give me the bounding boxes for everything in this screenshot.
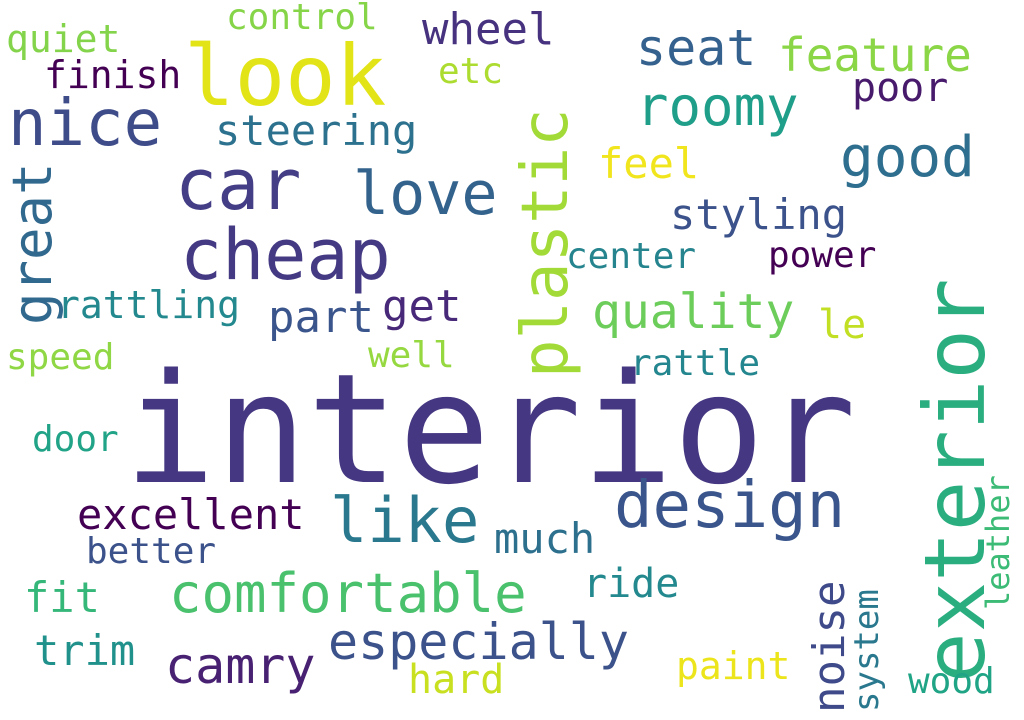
word-comfortable: comfortable xyxy=(169,562,527,625)
word-power: power xyxy=(768,235,877,276)
word-get: get xyxy=(382,281,462,332)
word-excellent: excellent xyxy=(77,490,305,539)
word-feel: feel xyxy=(598,139,700,188)
word-ride: ride xyxy=(583,561,680,607)
word-etc: etc xyxy=(438,51,504,92)
word-much: much xyxy=(494,514,596,563)
word-good: good xyxy=(840,125,975,190)
word-steering: steering xyxy=(215,106,418,155)
word-paint: paint xyxy=(676,644,791,688)
word-le: le xyxy=(818,302,867,348)
word-fit: fit xyxy=(24,573,100,622)
word-rattling: rattling xyxy=(57,283,241,327)
word-nice: nice xyxy=(8,87,163,161)
word-rattle: rattle xyxy=(630,343,761,384)
word-noise: noise xyxy=(804,580,855,713)
word-control: control xyxy=(226,0,378,38)
word-system: system xyxy=(847,589,887,712)
word-hard: hard xyxy=(408,657,505,703)
word-quality: quality xyxy=(592,284,795,340)
word-door: door xyxy=(32,419,119,460)
word-leather: leather xyxy=(979,475,1017,610)
word-wood: wood xyxy=(908,661,995,702)
word-car: car xyxy=(175,144,302,226)
word-especially: especially xyxy=(328,613,630,671)
word-center: center xyxy=(566,236,697,277)
word-interior: interior xyxy=(124,341,857,518)
word-cheap: cheap xyxy=(180,214,391,296)
word-finish: finish xyxy=(44,53,182,97)
word-poor: poor xyxy=(852,65,949,111)
word-speed: speed xyxy=(6,337,115,378)
word-well: well xyxy=(368,335,455,376)
word-camry: camry xyxy=(165,637,316,695)
word-seat: seat xyxy=(636,19,757,77)
word-design: design xyxy=(614,469,846,543)
word-part: part xyxy=(268,292,374,343)
word-love: love xyxy=(353,159,498,229)
word-better: better xyxy=(86,531,217,572)
word-look: look xyxy=(184,27,387,125)
word-feature: feature xyxy=(778,28,972,82)
word-roomy: roomy xyxy=(636,75,799,138)
word-wheel: wheel xyxy=(422,4,555,55)
word-trim: trim xyxy=(34,626,136,675)
word-great: great xyxy=(1,162,64,325)
word-quiet: quiet xyxy=(6,17,121,61)
word-styling: styling xyxy=(670,190,848,239)
word-like: like xyxy=(330,484,480,557)
